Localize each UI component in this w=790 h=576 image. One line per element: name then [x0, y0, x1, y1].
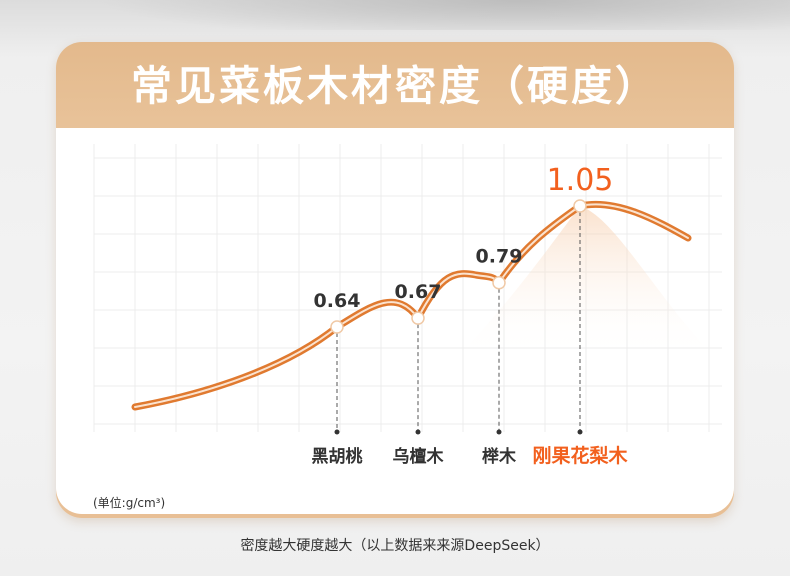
baseline-dot: [415, 429, 421, 435]
background-shadow: [0, 0, 790, 30]
data-point: [492, 275, 506, 290]
footnote: 密度越大硬度越大（以上数据来来源DeepSeek）: [240, 538, 550, 554]
value-label: 1.05: [547, 163, 614, 198]
card-title: 常见菜板木材密度（硬度）: [131, 62, 659, 110]
category-label: 榉木: [482, 446, 517, 467]
chart-panel: 0.64 黑胡桃 0.67 乌檀木 0.79 榉木 1.05 刚果花梨木 (单位:g/cm³): [56, 128, 734, 514]
value-label: 0.64: [314, 290, 361, 312]
category-label: 黑胡桃: [312, 446, 363, 467]
area-fill: [456, 206, 716, 358]
baseline-dot: [496, 429, 502, 435]
data-point: [573, 199, 587, 213]
baseline-dot: [577, 429, 583, 435]
data-point: [411, 311, 425, 325]
density-line-chart: 0.64 黑胡桃 0.67 乌檀木 0.79 榉木 1.05 刚果花梨木: [93, 144, 722, 467]
unit-label: (单位:g/cm³): [93, 496, 166, 510]
category-label: 乌檀木: [393, 446, 445, 467]
value-label: 0.67: [395, 281, 442, 303]
chart-card: 常见菜板木材密度（硬度） 0.64 黑胡桃 0.67 乌檀木 0.79 榉木 1.05 刚果花…: [56, 42, 734, 518]
data-point: [330, 320, 344, 334]
value-label: 0.79: [476, 246, 523, 268]
baseline-dot: [334, 429, 340, 435]
category-label: 刚果花梨木: [532, 444, 628, 467]
